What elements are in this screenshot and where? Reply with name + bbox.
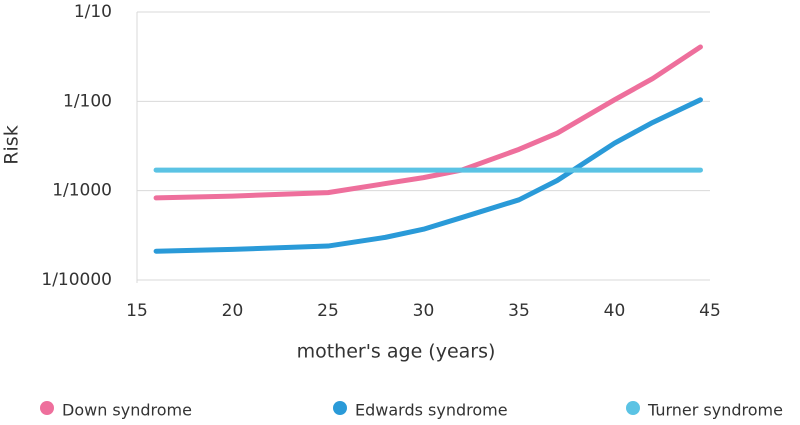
legend-label: Down syndrome: [62, 401, 192, 420]
y-tick-label: 1/100: [63, 91, 112, 111]
x-tick-label: 15: [126, 301, 148, 321]
x-tick-label: 35: [508, 301, 530, 321]
y-axis-label: Risk: [1, 125, 23, 164]
legend-label: Edwards syndrome: [355, 401, 508, 420]
y-tick-label: 1/10: [74, 2, 112, 22]
y-tick-label: 1/1000: [52, 181, 112, 201]
x-tick-label: 45: [699, 301, 721, 321]
legend-marker: [40, 401, 54, 415]
series-line: [153, 44, 703, 201]
x-tick-label: 30: [413, 301, 435, 321]
series-line: [153, 97, 703, 254]
legend-marker: [333, 401, 347, 415]
legend-marker: [626, 401, 640, 415]
x-tick-label: 25: [317, 301, 339, 321]
x-tick-label: 40: [604, 301, 626, 321]
y-tick-label: 1/10000: [41, 270, 112, 290]
legend-label: Turner syndrome: [647, 401, 783, 420]
x-axis-label: mother's age (years): [297, 341, 496, 363]
x-tick-label: 20: [222, 301, 244, 321]
